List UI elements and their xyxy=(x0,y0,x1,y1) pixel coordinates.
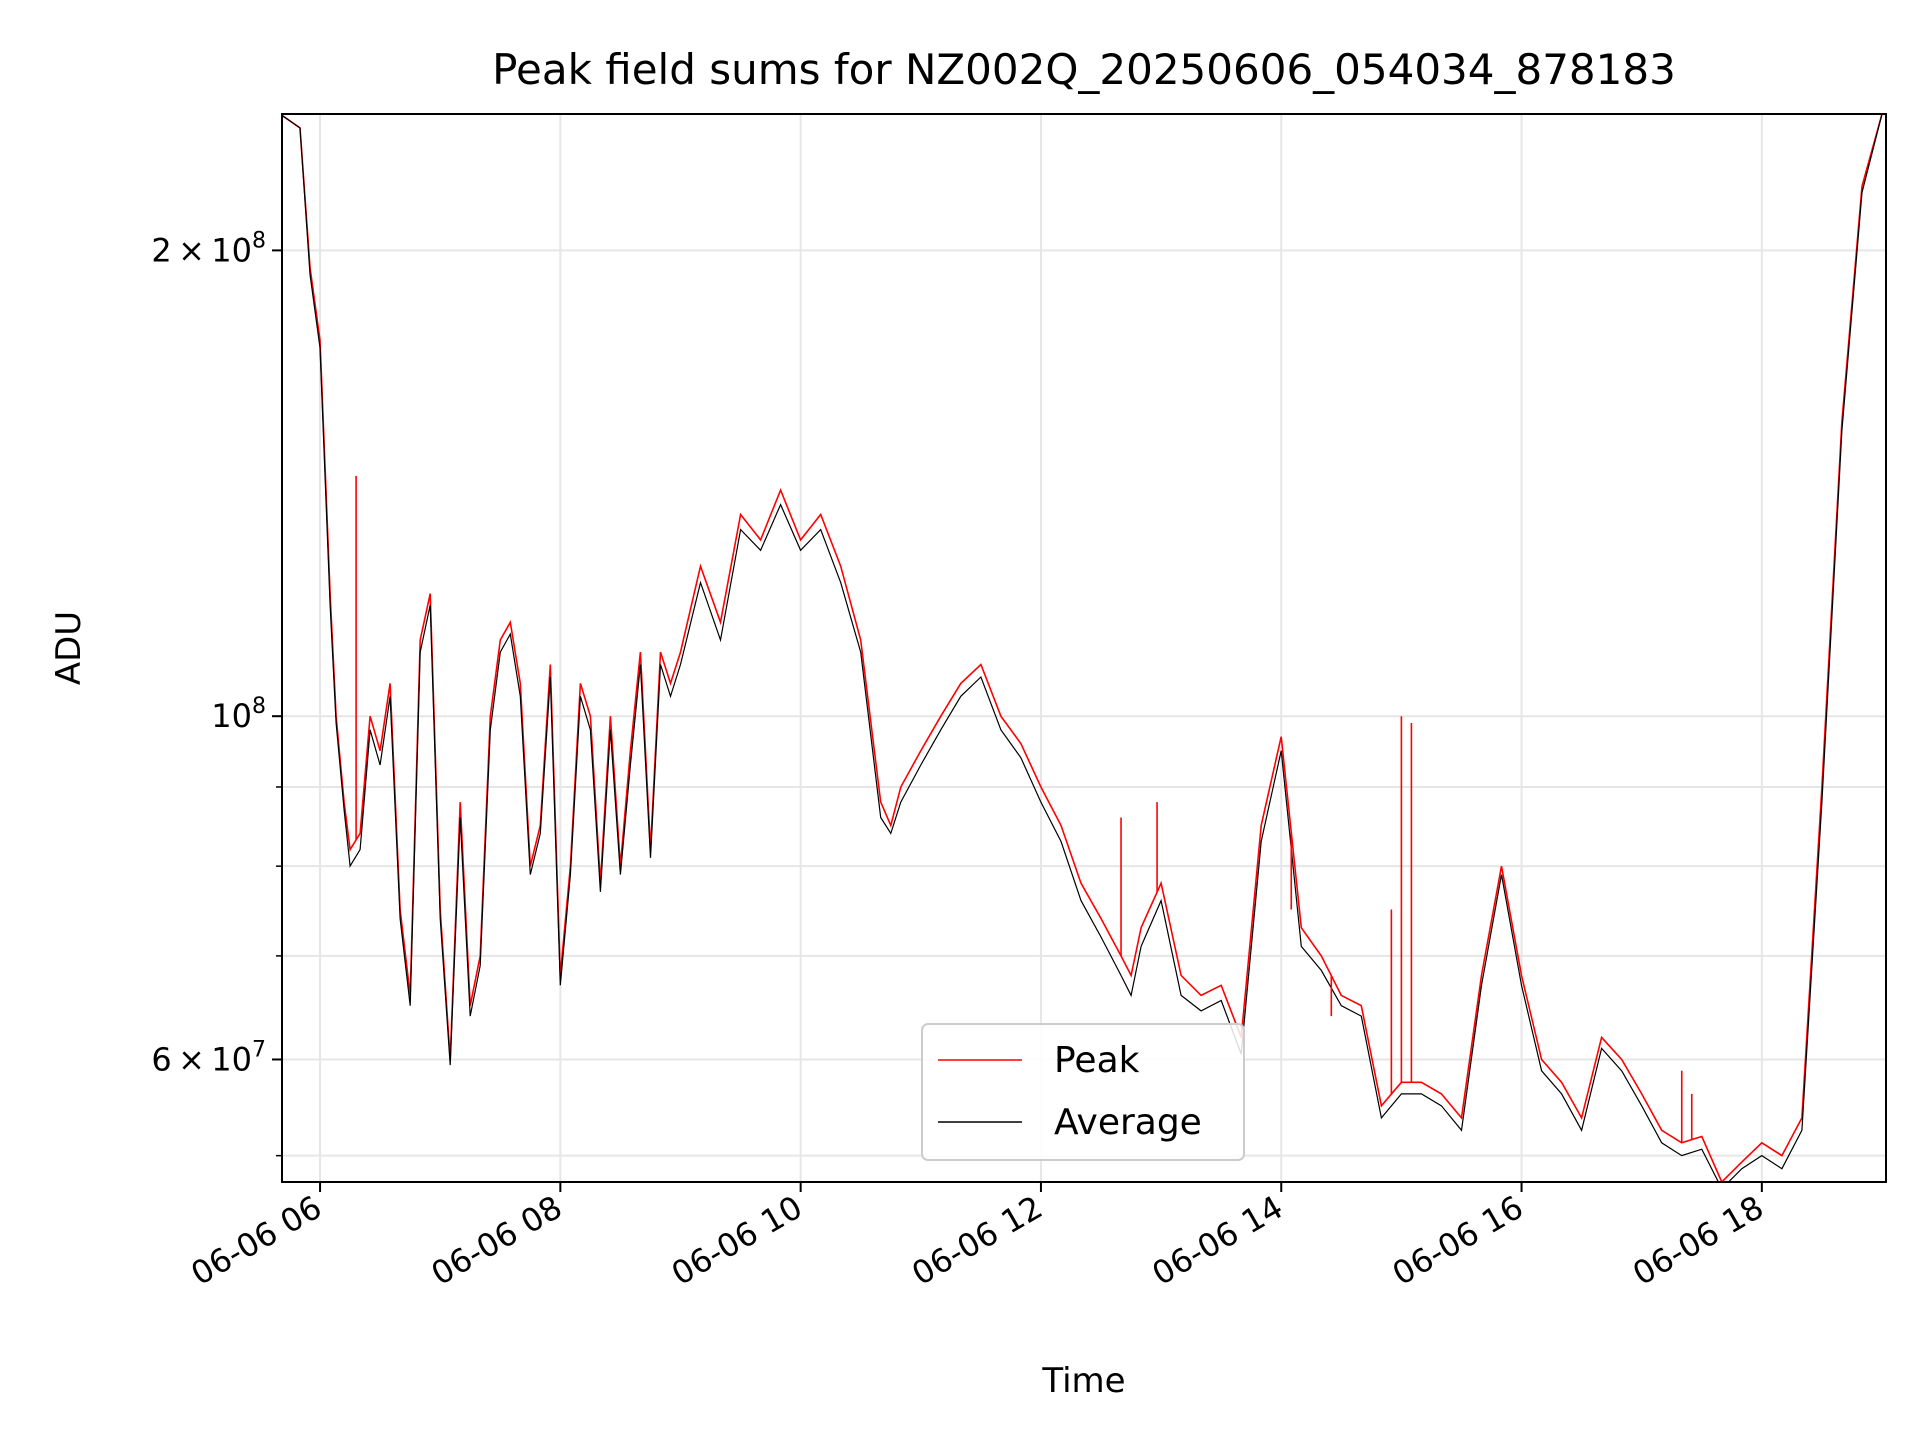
plot-frame xyxy=(281,113,1887,1183)
y-tick-label: 108 xyxy=(211,694,266,735)
plot-area xyxy=(282,114,1883,1182)
legend-box xyxy=(921,1023,1245,1161)
x-axis-title: Time xyxy=(1041,1361,1125,1401)
legend-average-label: Average xyxy=(1054,1102,1202,1143)
y-tick-label: 2 × 108 xyxy=(151,228,266,269)
series-average-line xyxy=(282,114,1883,1182)
legend: Peak Average xyxy=(921,1023,1245,1161)
chart-title: Peak field sums for NZ002Q_20250606_0540… xyxy=(492,45,1676,94)
y-tick-label: 6 × 107 xyxy=(151,1037,266,1078)
y-axis-title: ADU xyxy=(49,611,89,685)
legend-peak-label: Peak xyxy=(1054,1040,1140,1081)
